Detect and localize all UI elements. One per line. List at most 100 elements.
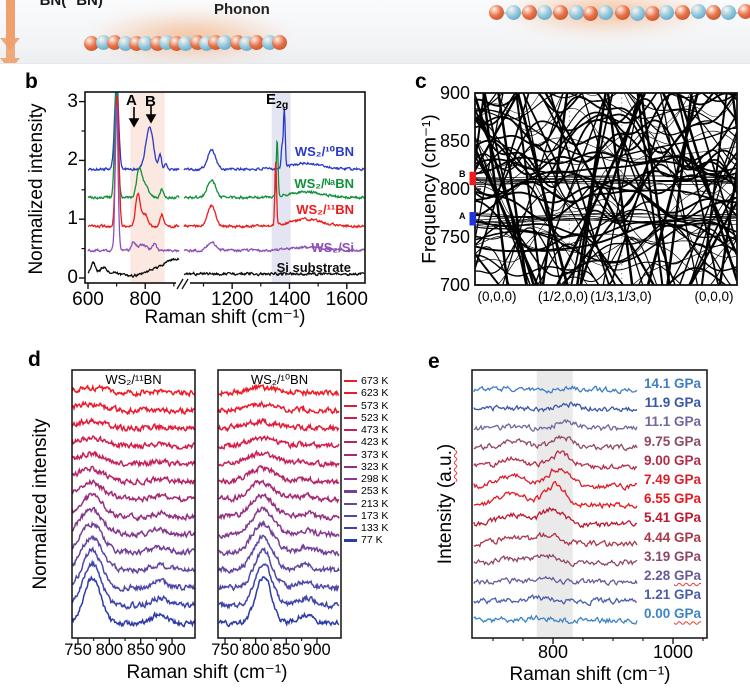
b-y-tick-label: 0 [67,267,78,288]
b-y-tick-label: 1 [67,208,78,230]
d-x-tick-label: 750 [64,641,92,659]
phonon-arrow-head-icon [0,58,20,63]
b-spectrum-curve [183,139,365,201]
d-y-axis-title: Normalized intensity [30,418,51,590]
c-marker-a-label: A [459,211,466,221]
pressure-label: 9.00 GPa [644,453,701,468]
nitrogen-atom [658,4,674,20]
d-spectrum-curve [218,506,340,540]
legend-swatch [344,478,357,481]
d-spectrum-curve [72,506,195,539]
pressure-value: 5.41 [643,510,674,526]
d-x-tick-label: 900 [158,641,186,659]
pressure-unit: GPa [673,510,701,526]
phonon-band [475,216,737,223]
panel-b-plot [79,91,366,290]
legend-swatch [344,502,357,505]
e-spectrum-curve [473,401,638,413]
pressure-value: 9.75 [643,433,674,449]
pressure-unit: GPa [673,376,701,391]
b-spectrum-curve [183,108,365,172]
e-y-axis-title: Intensity (a.u.) [435,443,456,565]
legend-swatch [344,404,357,407]
legend-item: 423 K [361,436,389,449]
e-spectrum-curve [473,480,638,510]
c-marker-b-label: B [459,169,466,179]
d-spectrum-curve [218,417,340,433]
pressure-label: 3.19 GPa [644,549,701,564]
d-spectrum-curve [72,575,195,628]
e-spectrum-curve [473,575,638,587]
pressure-label: 1.21 GPa [644,587,701,602]
d-spectrum-curve [218,435,340,450]
nitrogen-atom [178,35,194,51]
nitrogen-atom [629,5,645,21]
d-x-tick-label: 800 [241,641,270,659]
legend-item: 213 K [361,497,389,510]
d-spectrum-curve [72,534,195,575]
kpoint-label: (1/3,1/3,0) [590,289,652,304]
legend-item: 573 K [361,399,389,412]
e-spectrum-curve [473,553,638,568]
d-spectrum-curve [218,464,340,486]
legend-swatch [344,429,357,432]
kpoint-label: (1/2,0,0) [537,289,589,304]
legend-swatch [344,527,357,530]
phonon-arrow-shaft [6,0,15,39]
d-spectrum-curve [72,492,195,522]
c-y-tick-label: 700 [439,275,470,295]
pressure-unit: GPa [673,606,701,622]
d-spectrum-curve [72,417,195,433]
pressure-label: 7.49 GPa [644,472,701,487]
phonon-band [475,224,737,277]
legend-item: 673 K [361,375,389,387]
b-series-label: WS₂/¹⁰BN [294,144,354,159]
boron-atom [615,4,630,20]
pressure-value: 9.00 [643,452,674,468]
nitrogen-atom [721,4,737,20]
legend-item: 253 K [361,485,389,498]
boron-atom [522,5,538,21]
pressure-value: 3.19 [643,548,674,564]
c-y-tick-label: 850 [439,131,470,151]
c-y-tick-label: 750 [439,227,470,247]
b-x-tick-label: 1600 [325,289,368,310]
schematic-strip: ¹⁰BN(¹¹BN) Phonon [0,0,750,64]
pressure-label: 11.9 GPa [645,395,701,410]
b-x-tick-label: 1200 [211,289,254,310]
nitrogen-atom [138,35,154,51]
d-x-tick-label: 900 [303,641,331,659]
c-y-axis-title: Frequency (cm⁻¹) [419,114,441,264]
marker-b [469,171,476,186]
d-x-axis-title: Raman shift (cm⁻¹) [126,662,288,683]
d-spectrum-curve [218,562,340,610]
b-x-tick-label: 1400 [268,289,311,310]
pressure-value: 7.49 [643,472,674,487]
phonon-band [497,93,737,285]
d-x-tick-label: 800 [95,641,124,659]
d-spectrum-curve [218,400,340,415]
phonon-label: Phonon [214,1,270,18]
pressure-unit: GPa [673,395,701,411]
phonon-band [516,93,699,285]
legend-item: 298 K [361,473,389,486]
d-plot-frame [217,369,342,639]
crystal-isotope-label: ¹⁰BN(¹¹BN) [28,0,103,9]
phonon-band [475,93,737,285]
b-x-tick-label: 800 [129,289,162,310]
boron-atom [249,35,265,51]
pressure-unit: GPa [673,414,701,430]
legend-swatch [344,380,357,383]
phonon-band [496,93,691,137]
e-x-tick-label: 800 [537,642,569,662]
legend-swatch [344,490,357,493]
phonon-band [475,213,737,221]
legend-swatch [344,539,357,542]
pressure-value: 1.21 [643,587,674,603]
pressure-label: 0.00 GPa [644,606,701,621]
b-series-label: WS₂/Si [311,240,354,255]
b-spectrum-curve [87,104,180,253]
phonon-band [475,93,737,139]
phonon-band [475,175,737,181]
panel-label-e: e [428,350,440,373]
